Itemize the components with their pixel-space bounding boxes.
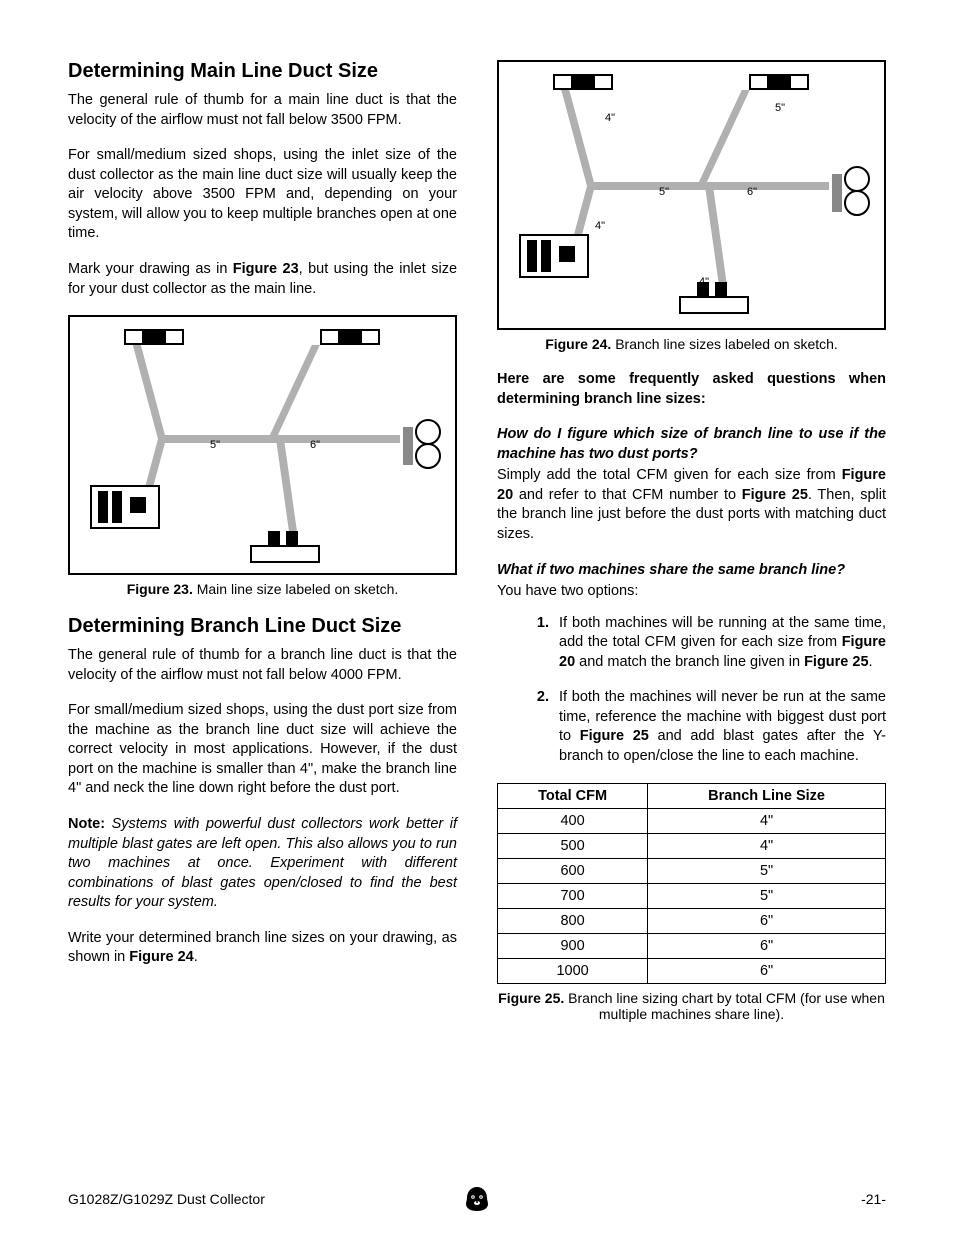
para-main-shops: For small/medium sized shops, using the … [68, 146, 457, 244]
table-cell: 1000 [498, 958, 648, 983]
para-branch-rule: The general rule of thumb for a branch l… [68, 646, 457, 685]
table-cell: 900 [498, 933, 648, 958]
caption-24: Figure 24. Branch line sizes labeled on … [497, 336, 886, 352]
table-row: 4004" [498, 808, 886, 833]
faq-options-list: If both machines will be running at the … [497, 614, 886, 767]
table-cell: 4" [648, 833, 886, 858]
para-branch-shops: For small/medium sized shops, using the … [68, 701, 457, 799]
fig24-label-2: 5" [775, 102, 785, 114]
faq-q2: What if two machines share the same bran… [497, 561, 886, 581]
left-column: Determining Main Line Duct Size The gene… [68, 60, 457, 1040]
footer-model: G1028Z/G1029Z Dust Collector [68, 1191, 265, 1207]
heading-main-line: Determining Main Line Duct Size [68, 60, 457, 83]
fig23-label-5: 5" [210, 439, 220, 451]
table-row: 10006" [498, 958, 886, 983]
footer-page-number: -21- [861, 1191, 886, 1207]
table-header-size: Branch Line Size [648, 783, 886, 808]
fig23-label-6: 6" [310, 439, 320, 451]
table-cell: 6" [648, 958, 886, 983]
branch-line-table: Total CFM Branch Line Size 4004"5004"600… [497, 783, 886, 984]
para-note: Note: Systems with powerful dust collect… [68, 815, 457, 913]
faq-option-1: If both machines will be running at the … [553, 614, 886, 673]
para-write-sizes: Write your determined branch line sizes … [68, 929, 457, 968]
table-cell: 5" [648, 883, 886, 908]
right-column: 4" 5" 5" 6" 4" 4" Figure 24. Branch line… [497, 60, 886, 1040]
table-cell: 800 [498, 908, 648, 933]
table-row: 9006" [498, 933, 886, 958]
fig24-label-4: 6" [747, 186, 757, 198]
faq-q1: How do I figure which size of branch lin… [497, 425, 886, 464]
figure-24: 4" 5" 5" 6" 4" 4" [497, 60, 886, 330]
table-cell: 6" [648, 933, 886, 958]
table-cell: 5" [648, 858, 886, 883]
grizzly-logo-icon [462, 1184, 492, 1214]
fig24-label-5: 4" [595, 220, 605, 232]
table-cell: 400 [498, 808, 648, 833]
faq-a1: Simply add the total CFM given for each … [497, 466, 886, 544]
heading-branch-line: Determining Branch Line Duct Size [68, 615, 457, 638]
table-row: 5004" [498, 833, 886, 858]
table-row: 7005" [498, 883, 886, 908]
fig24-label-3: 5" [659, 186, 669, 198]
figure-23: 5" 6" [68, 315, 457, 575]
faq-intro: Here are some frequently asked questions… [497, 370, 886, 409]
page-footer: G1028Z/G1029Z Dust Collector -21- [68, 1191, 886, 1207]
table-row: 6005" [498, 858, 886, 883]
caption-23: Figure 23. Main line size labeled on ske… [68, 581, 457, 597]
table-cell: 600 [498, 858, 648, 883]
faq-a2-intro: You have two options: [497, 582, 886, 602]
para-main-mark: Mark your drawing as in Figure 23, but u… [68, 260, 457, 299]
table-cell: 4" [648, 808, 886, 833]
table-header-cfm: Total CFM [498, 783, 648, 808]
caption-25: Figure 25. Branch line sizing chart by t… [497, 990, 886, 1022]
table-row: 8006" [498, 908, 886, 933]
table-cell: 6" [648, 908, 886, 933]
fig24-label-1: 4" [605, 112, 615, 124]
table-cell: 500 [498, 833, 648, 858]
para-main-rule: The general rule of thumb for a main lin… [68, 91, 457, 130]
faq-option-2: If both the machines will never be run a… [553, 688, 886, 766]
table-cell: 700 [498, 883, 648, 908]
